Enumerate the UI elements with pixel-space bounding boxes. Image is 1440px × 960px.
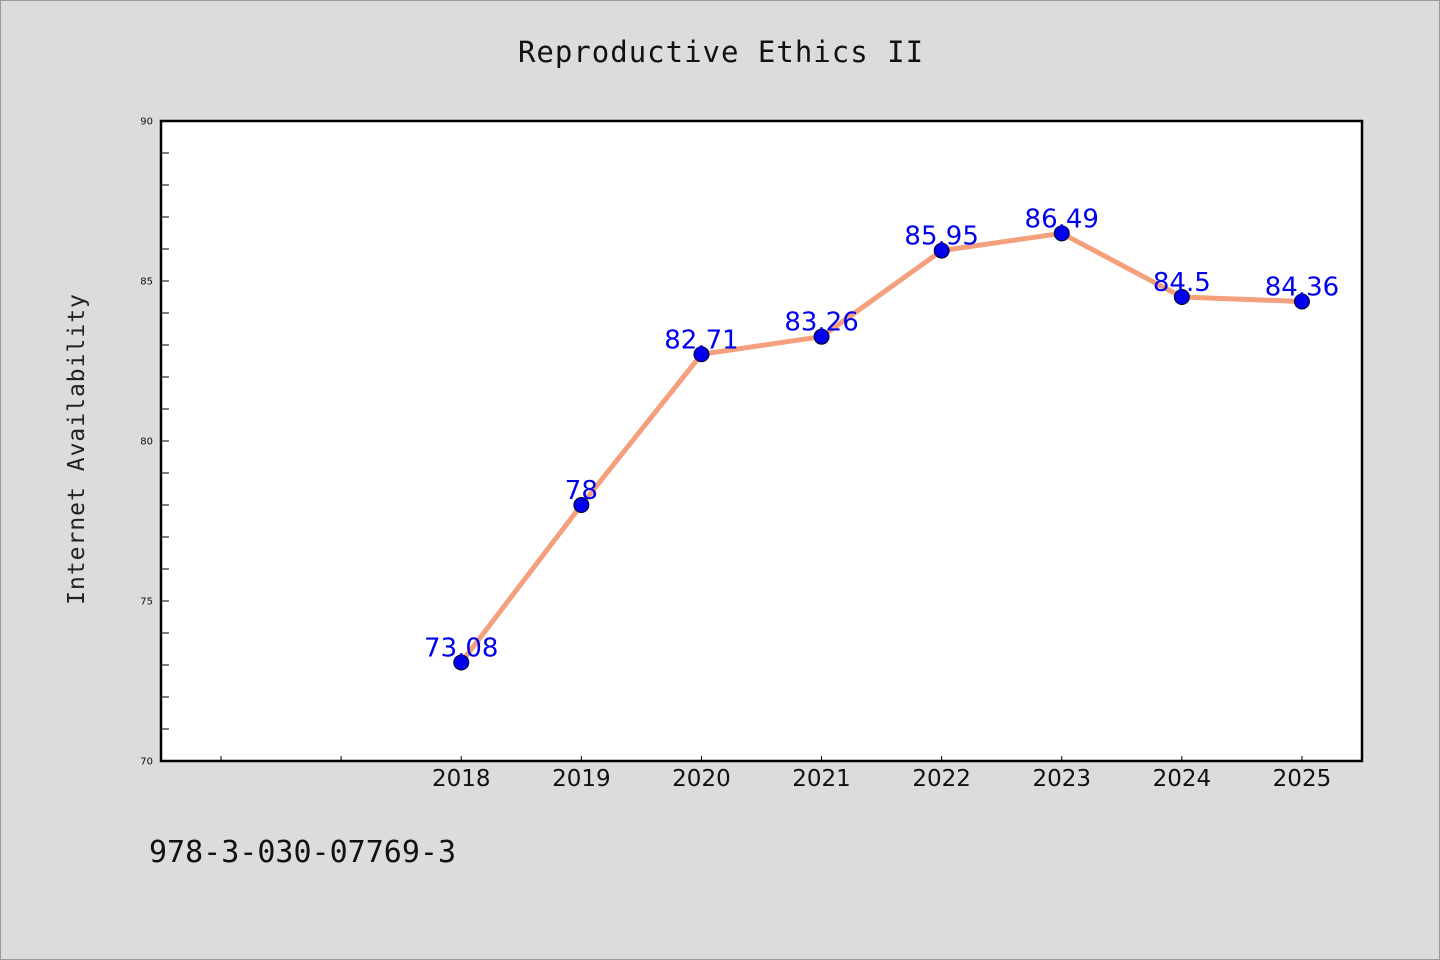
plot-frame	[159, 119, 1364, 763]
x-tick-label: 2018	[432, 766, 491, 792]
x-tick-label: 2021	[792, 766, 851, 792]
data-label: 86.49	[1025, 204, 1099, 234]
y-tick-label: 85	[140, 277, 153, 288]
data-point	[1173, 289, 1190, 305]
data-labels: 73.08 78 82.71 83.26 85.95 86.49 84.5 84.36	[424, 204, 1339, 663]
data-point	[693, 346, 710, 363]
y-tick-label: 70	[140, 757, 153, 768]
data-label: 73.08	[424, 633, 498, 663]
isbn-text: 978-3-030-07769-3	[149, 835, 457, 870]
series-polyline	[458, 230, 1305, 665]
plot-area	[161, 121, 1362, 761]
data-point	[453, 654, 470, 671]
x-tick-label: 2025	[1273, 766, 1332, 792]
data-label: 78	[565, 476, 598, 506]
data-label: 82.71	[664, 325, 738, 355]
data-label: 84.5	[1153, 268, 1211, 298]
data-label: 85.95	[904, 222, 978, 252]
x-tick-label: 2024	[1153, 766, 1212, 792]
x-axis: 2018 2019 2020 2021 2022 2023 2024 2025	[220, 756, 1332, 792]
x-tick-label: 2019	[552, 766, 611, 792]
data-point	[813, 328, 830, 345]
data-point	[1053, 225, 1070, 242]
y-tick-label: 90	[140, 117, 153, 128]
x-tick-label: 2023	[1032, 766, 1091, 792]
y-tick-label: 80	[140, 437, 153, 448]
data-label: 83.26	[784, 308, 858, 338]
y-tick-label: 75	[140, 597, 153, 608]
data-point	[933, 242, 950, 259]
data-point	[1293, 293, 1310, 310]
chart-title: Reproductive Ethics II	[517, 35, 925, 69]
series-markers	[453, 225, 1310, 671]
x-tick-label: 2022	[912, 766, 971, 792]
x-tick-label: 2020	[672, 766, 731, 792]
series-line	[458, 230, 1305, 665]
data-label: 84.36	[1265, 272, 1339, 302]
data-point	[573, 497, 590, 513]
